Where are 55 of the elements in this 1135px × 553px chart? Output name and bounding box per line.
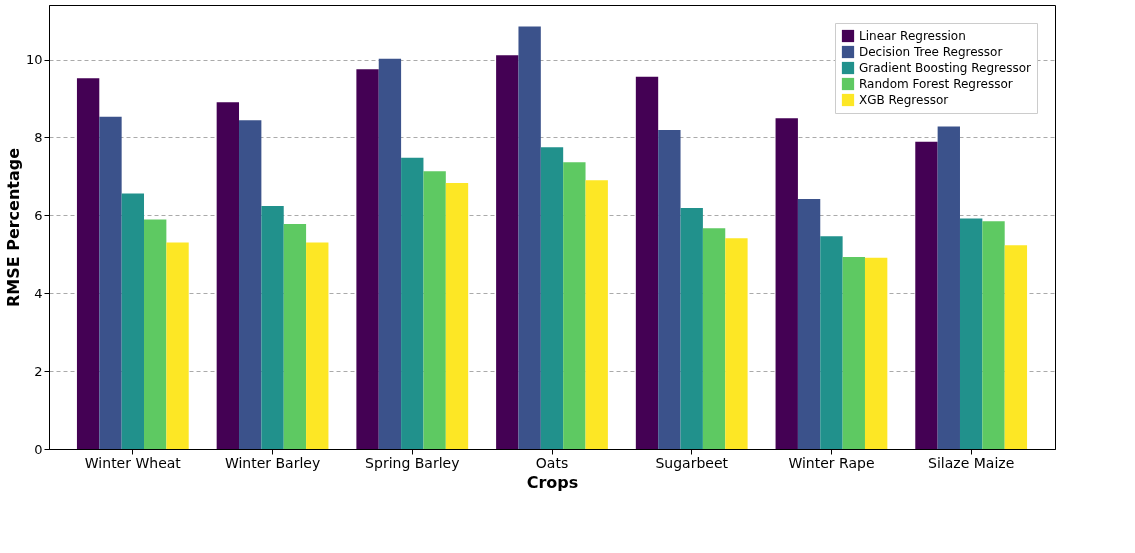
bar	[166, 242, 189, 449]
bar	[496, 55, 519, 449]
y-tick-label: 10	[25, 52, 43, 68]
bar	[216, 102, 240, 449]
bar	[680, 207, 703, 449]
bar	[76, 78, 100, 449]
bar	[306, 242, 329, 449]
x-tick-label: Winter Rape	[788, 454, 875, 471]
bar	[1004, 245, 1028, 449]
bar	[144, 219, 167, 449]
bar	[585, 180, 608, 449]
legend-label: Decision Tree Regressor	[859, 45, 1003, 59]
bar	[702, 228, 726, 449]
x-tick-label: Silaze Maize	[928, 454, 1015, 471]
bar	[937, 126, 960, 449]
bar	[658, 130, 681, 449]
legend-label: XGB Regressor	[859, 93, 949, 107]
bar	[820, 236, 843, 449]
bar	[378, 58, 402, 449]
bar	[982, 221, 1005, 449]
bar	[864, 257, 888, 449]
bar	[356, 69, 379, 449]
bar	[635, 76, 659, 449]
bar	[915, 141, 938, 449]
y-tick-label: 4	[34, 285, 43, 301]
bar	[445, 182, 469, 449]
bar	[121, 193, 145, 449]
legend-label: Random Forest Regressor	[859, 77, 1013, 91]
x-tick-label: Spring Barley	[365, 454, 460, 471]
bar	[401, 157, 424, 449]
bar	[842, 256, 865, 449]
y-tick-label: 6	[34, 207, 43, 223]
x-axis-title: Crops	[526, 472, 579, 492]
bar	[540, 147, 564, 449]
bar	[99, 116, 122, 449]
bar	[518, 26, 541, 449]
bar	[261, 205, 284, 449]
y-tick-label: 0	[34, 441, 43, 457]
bar	[725, 238, 748, 449]
legend-label: Gradient Boosting Regressor	[859, 61, 1031, 75]
legend-label: Linear Regression	[859, 29, 966, 43]
bar	[563, 162, 586, 449]
bar	[797, 198, 821, 449]
x-tick-label: Oats	[535, 454, 569, 471]
x-tick-label: Winter Barley	[224, 454, 321, 471]
bar	[423, 171, 446, 449]
y-axis-title: RMSE Percentage	[3, 147, 23, 308]
bar	[283, 223, 307, 449]
bar	[239, 120, 262, 449]
bar	[775, 118, 798, 449]
x-tick-label: Sugarbeet	[655, 454, 729, 471]
bar	[959, 218, 983, 449]
y-tick-label: 8	[34, 129, 43, 145]
y-tick-label: 2	[34, 363, 43, 379]
x-tick-label: Winter Wheat	[84, 454, 182, 471]
